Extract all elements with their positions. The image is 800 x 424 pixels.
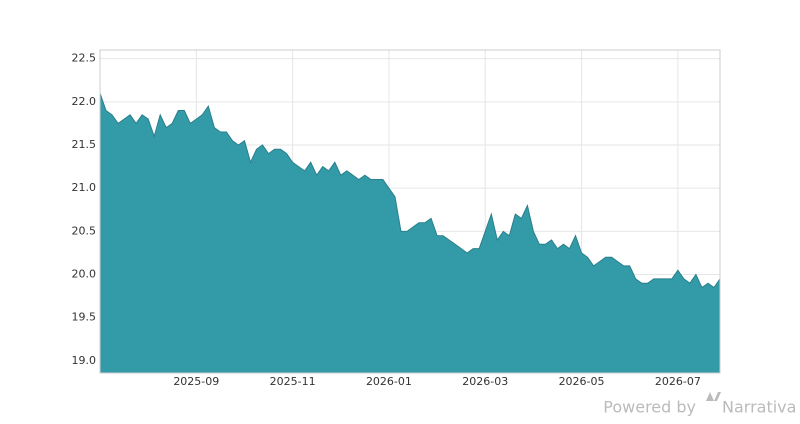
x-tick-label: 2025-11 [270,375,316,388]
x-tick-label: 2026-03 [462,375,508,388]
y-tick-label: 22.5 [72,52,97,65]
x-tick-label: 2026-07 [655,375,701,388]
y-tick-label: 20.5 [72,224,97,237]
area [100,93,720,373]
credit-text: Powered by [603,398,696,417]
y-tick-label: 20.0 [72,268,97,281]
y-tick-label: 22.0 [72,95,97,108]
credit-brand: Narrativa [722,398,796,417]
brand-logo [706,392,721,401]
y-tick-label: 19.5 [72,311,97,324]
x-tick-label: 2026-05 [559,375,605,388]
y-tick-label: 21.0 [72,181,97,194]
x-tick-label: 2026-01 [366,375,412,388]
x-tick-label: 2025-09 [173,375,219,388]
area-line [99,93,721,289]
plot-frame [99,49,721,374]
y-tick-label: 19.0 [72,354,97,367]
y-tick-label: 21.5 [72,138,97,151]
